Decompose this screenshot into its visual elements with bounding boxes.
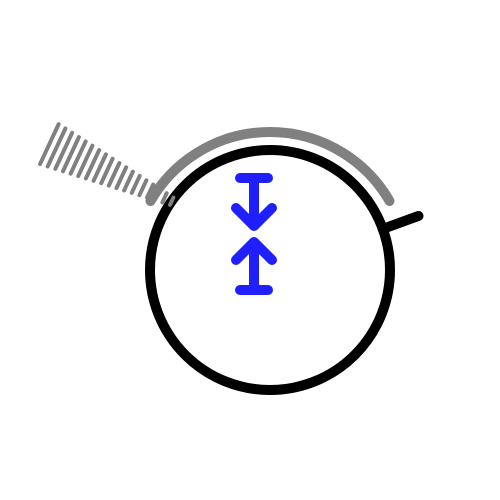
molecule-diagram — [0, 0, 500, 500]
